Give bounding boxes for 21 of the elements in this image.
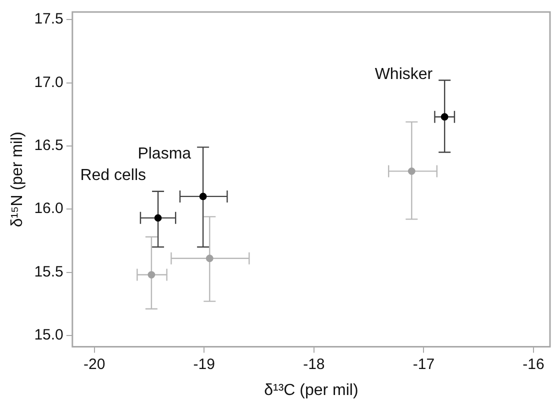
x-tick-label: -17 [412, 356, 435, 373]
point [408, 167, 416, 175]
point [148, 271, 156, 278]
x-axis-title: δ¹³C (per mil) [264, 382, 358, 399]
y-tick-label: 16.5 [34, 137, 64, 154]
x-tick-label: -18 [303, 356, 325, 373]
y-tick-label: 15.0 [34, 326, 64, 344]
y-axis-title: δ¹⁵N (per mil) [9, 132, 26, 228]
y-tick-label: 15.5 [34, 263, 64, 280]
y-tick-label: 17.5 [34, 10, 64, 28]
point [206, 254, 214, 262]
x-tick-label: -20 [84, 356, 106, 373]
annotation: Whisker [374, 66, 434, 83]
x-tick-label: -19 [193, 356, 215, 373]
y-tick-label: 17.0 [34, 74, 64, 91]
x-tick-label: -16 [522, 356, 544, 373]
y-tick-label: 16.0 [34, 200, 64, 218]
annotation: Red cells [80, 166, 146, 184]
point [154, 214, 162, 222]
point [199, 192, 207, 200]
annotation: Plasma [138, 145, 192, 162]
